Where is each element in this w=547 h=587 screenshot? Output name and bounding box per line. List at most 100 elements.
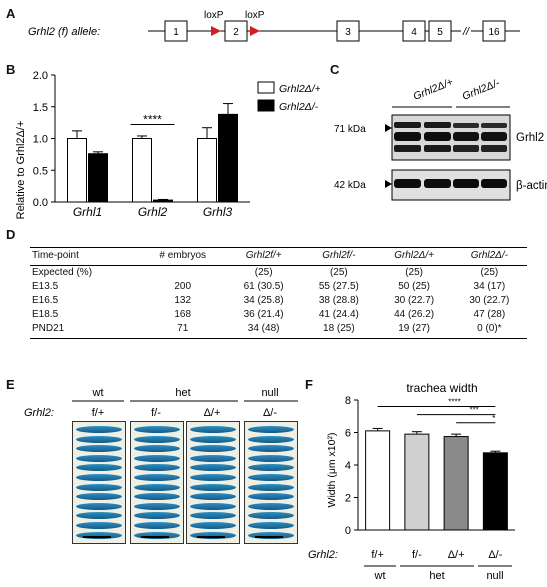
group-wt: wt [92,387,104,399]
chart-b-category-label: Grhl2 [138,205,168,219]
exon-label-4: 4 [411,27,417,38]
cartilage-ring [76,426,122,433]
loxp-label-1: loxP [204,10,224,21]
cartilage-ring [248,464,294,472]
table-cell: 50 (25) [398,281,430,292]
chart-b-bar [197,138,217,203]
table-cell: E16.5 [32,295,59,306]
cartilage-ring [248,435,294,443]
table-header: Grhl2Δ/+ [376,247,452,266]
chart-f-category-label: f/- [412,549,422,561]
cartilage-ring [76,435,122,443]
chart-b-bar [67,138,87,203]
cartilage-ring [248,531,294,539]
chart-b-ytick-label: 1.5 [33,102,48,114]
blot-lane-het: Grhl2Δ/+ [412,76,455,103]
chart-f-sig-label: * [492,414,495,423]
scale-bar [197,536,225,538]
blot-lane-null: Grhl2Δ/- [461,77,502,103]
exon-label-2: 2 [233,27,239,38]
actin-bands [394,179,507,188]
cartilage-ring [76,454,122,462]
table-cell [139,266,226,281]
panel-label-e: E [6,377,15,392]
chart-b-category-label: Grhl1 [73,205,102,219]
cartilage-ring [76,445,122,453]
genotype-e-3: Δ/+ [204,407,221,419]
allele-label: Grhl2 (f) allele: [28,26,100,38]
chart-f-ytick-label: 6 [345,428,351,440]
table-cell: E18.5 [32,309,59,320]
cartilage-ring [134,464,180,472]
chart-b-plot: 0.0 0.5 1.0 1.5 2.0 Grhl1 Grhl2 Grhl3 **** [33,70,250,219]
genotype-label-f: Grhl2: [308,549,338,561]
chart-f-bar [443,436,469,531]
table-cell: 47 (28) [473,309,506,320]
table-cell: 61 (30.5) [243,281,284,292]
table-cell: 71 [139,322,227,339]
cartilage-ring [134,493,180,501]
exon-box-16 [482,20,506,42]
table-cell: 38 (28.8) [318,295,359,306]
table-cell: (25) [480,267,499,278]
chart-b-bar [153,199,173,203]
cartilage-ring [134,445,180,453]
chart-b-ytick-label: 1.0 [33,134,48,146]
cartilage-ring [190,512,236,520]
embryo-table: Time-point # embryos Grhl2f/+ Grhl2f/- G… [30,247,527,339]
table-cell: 34 (25.8) [243,295,284,306]
cartilage-ring [248,522,294,529]
chart-f-ytick-label: 0 [345,525,351,537]
exon-label-16: 16 [488,27,500,38]
table-cell: 200 [174,281,192,292]
table-row: E13.5 200 61 (30.5) 55 (27.5) 50 (25) 34… [30,280,527,294]
cartilage-ring [190,483,236,491]
exon-box-1 [164,20,188,42]
panel-label-c: C [330,62,340,77]
cartilage-ring [134,426,180,433]
table-cell: Expected (%) [32,267,93,278]
cartilage-ring [76,493,122,501]
table-header-row: Time-point # embryos Grhl2f/+ Grhl2f/- G… [30,247,527,266]
chart-f-bar [482,452,508,531]
cartilage-ring [76,474,122,481]
exon-label-1: 1 [173,27,179,38]
group-f-null: null [486,570,503,582]
allele-diagram: Grhl2 (f) allele: 1 loxP 2 loxP 3 4 5 //… [28,10,520,42]
group-het: het [175,387,190,399]
marker-arrow-42 [385,180,392,188]
table-header: Time-point [30,247,140,266]
break-gap [461,27,471,35]
trachea-photo-4 [244,421,298,544]
legend-swatch-het [257,81,275,94]
chart-b-ytick-label: 0.0 [33,197,48,209]
chart-f-ytick-label: 2 [345,493,351,505]
cartilage-ring [190,435,236,443]
panel-label-b: B [6,62,16,77]
group-null: null [261,387,278,399]
cartilage-ring [76,522,122,529]
cartilage-ring [190,426,236,433]
chart-f-category-label: Δ/+ [448,549,465,561]
cartilage-ring [190,531,236,539]
trachea-photo-2 [130,421,184,544]
table-cell: 30 (22.7) [394,295,435,306]
exon-label-3: 3 [345,27,351,38]
table-row: PND21 71 34 (48) 18 (25) 19 (27) 0 (0)* [30,322,527,339]
chart-f-sig-label: **** [448,398,460,407]
chart-b-sig-label: **** [143,112,162,126]
cartilage-ring [190,522,236,529]
panel-label-d: D [6,227,16,242]
cartilage-ring [134,454,180,462]
chart-b: Relative to Grhl2Δ/+ 0.0 0.5 1.0 1.5 2.0 Grhl… [15,70,320,219]
cartilage-ring [134,512,180,520]
table-header: Grhl2f/+ [226,247,302,266]
table-header: # embryos [139,247,227,266]
genotype-label-e: Grhl2: [24,407,54,419]
marker-42: 42 kDa [334,180,366,191]
cartilage-ring [248,493,294,501]
table-cell: PND21 [30,322,140,339]
western-blot: Grhl2Δ/+ Grhl2Δ/- 71 kDa Grhl2 42 kDa β-… [334,76,547,201]
loxp-site-1 [211,26,221,36]
chart-b-bar [132,138,152,203]
